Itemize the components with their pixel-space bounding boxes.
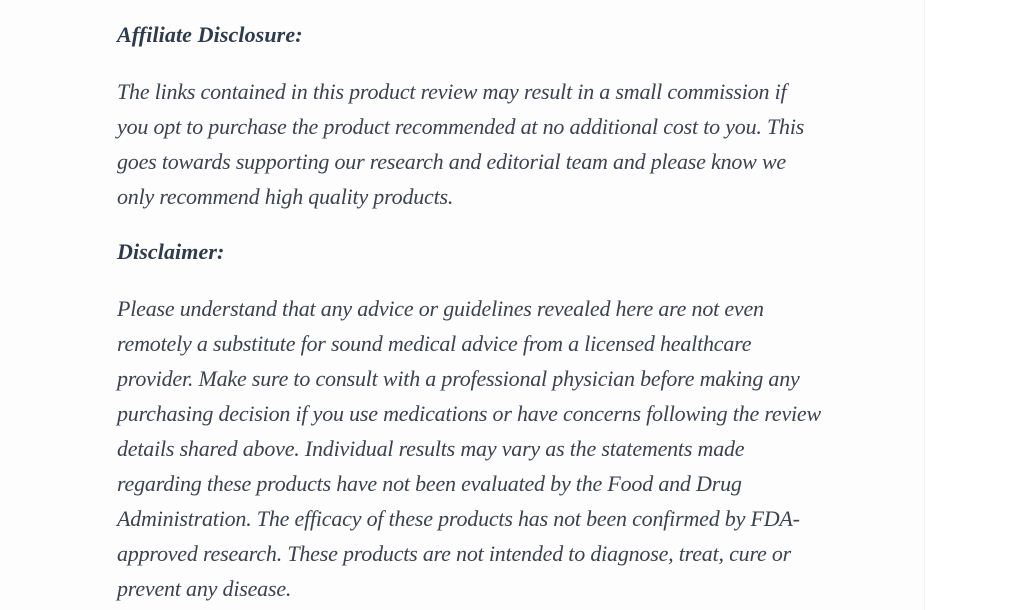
paragraph-line: remotely a substitute for sound medical … <box>117 331 752 356</box>
paragraph-line: Administration. The efficacy of these pr… <box>117 506 800 531</box>
paragraph-line: provider. Make sure to consult with a pr… <box>117 366 800 391</box>
affiliate-disclosure-heading: Affiliate Disclosure: <box>117 22 303 47</box>
paragraph-line: goes towards supporting our research and… <box>117 149 786 174</box>
article-content: Affiliate Disclosure: The links containe… <box>117 0 925 610</box>
paragraph-line: regarding these products have not been e… <box>117 471 742 496</box>
paragraph-line: details shared above. Individual results… <box>117 436 745 461</box>
paragraph-line: purchasing decision if you use medicatio… <box>117 401 821 426</box>
affiliate-disclosure-section: Affiliate Disclosure: The links containe… <box>117 17 924 214</box>
paragraph-line: prevent any disease. <box>117 576 292 601</box>
disclaimer-heading: Disclaimer: <box>117 239 225 264</box>
affiliate-disclosure-paragraph: The links contained in this product revi… <box>117 74 924 214</box>
disclaimer-paragraph: Please understand that any advice or gui… <box>117 291 924 606</box>
disclaimer-section: Disclaimer: Please understand that any a… <box>117 234 924 606</box>
paragraph-line: The links contained in this product revi… <box>117 79 787 104</box>
paragraph-line: Please understand that any advice or gui… <box>117 296 764 321</box>
paragraph-line: approved research. These products are no… <box>117 541 792 566</box>
paragraph-line: only recommend high quality products. <box>117 184 454 209</box>
paragraph-line: you opt to purchase the product recommen… <box>117 114 805 139</box>
